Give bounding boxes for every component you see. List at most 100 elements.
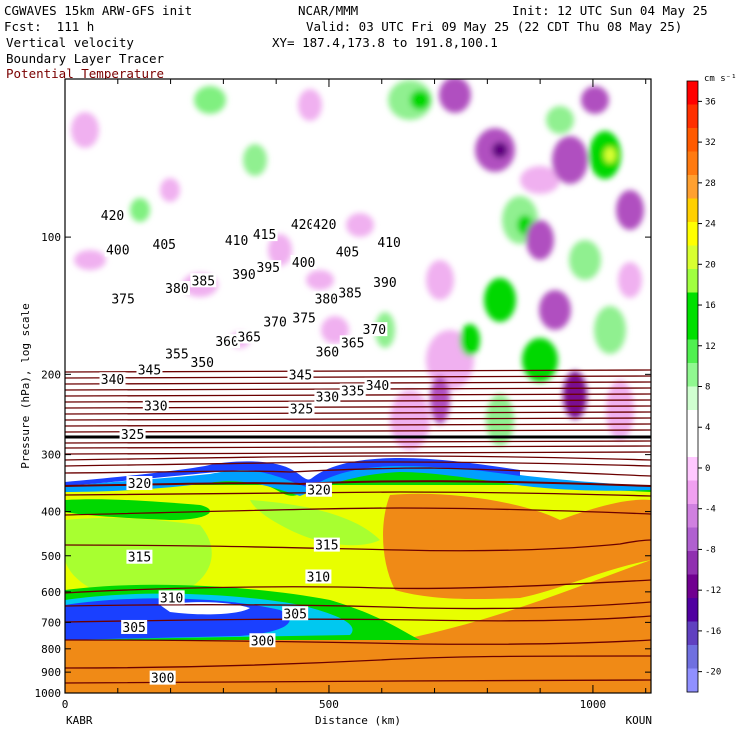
theta-label: 345 [138, 363, 161, 378]
theta-label-bg [314, 344, 341, 359]
theta-label: 370 [363, 323, 386, 338]
theta-label: 300 [251, 634, 274, 649]
theta-label: 320 [307, 484, 330, 499]
theta-label: 370 [263, 316, 286, 331]
end-station-label: KOUN [626, 714, 653, 727]
theta-label-bg [289, 216, 316, 231]
theta-label: 410 [225, 234, 248, 249]
colorbar-swatch [687, 527, 698, 552]
y-tick-label: 600 [41, 586, 61, 599]
field-label-potential-temperature: Potential Temperature [6, 66, 165, 81]
theta-label-bg [149, 670, 176, 685]
theta-label-bg [136, 362, 163, 377]
y-tick-label: 400 [41, 506, 61, 519]
theta-label-bg [189, 355, 216, 370]
forecast-hour: Fcst: 111 h [4, 19, 95, 34]
colorbar-swatch [687, 645, 698, 669]
cross-section-endpoints: XY= 187.4,173.8 to 191.8,100.1 [272, 35, 498, 50]
theta-label: 325 [121, 428, 144, 443]
theta-label: 385 [192, 274, 215, 289]
theta-label-bg [291, 310, 318, 325]
theta-label-bg [99, 372, 126, 387]
start-station-label: KABR [66, 714, 93, 727]
theta-label-bg [249, 633, 276, 648]
theta-label: 380 [165, 282, 188, 297]
theta-label: 315 [315, 539, 338, 554]
theta-label-bg [313, 537, 340, 552]
theta-label-bg [104, 242, 131, 257]
theta-label: 420 [101, 209, 124, 224]
model-title: CGWAVES 15km ARW-GFS init [4, 3, 193, 18]
theta-label-bg [339, 383, 366, 398]
plot-frame [64, 78, 652, 694]
colorbar-tick-label: 24 [705, 220, 716, 230]
boundary-layer-tracer-layer [65, 458, 651, 693]
theta-label: 330 [144, 399, 167, 414]
theta-label: 360 [316, 345, 339, 360]
colorbar-swatch [687, 363, 698, 387]
valid-time: Valid: 03 UTC Fri 09 May 25 (22 CDT Thu … [306, 19, 683, 34]
x-axis: 0 500 1000 [62, 79, 647, 711]
y-tick-label: 300 [41, 449, 61, 462]
colorbar-swatch [687, 198, 698, 223]
theta-label: 360 [215, 335, 238, 350]
theta-label: 325 [290, 403, 313, 418]
colorbar-tick-label: -4 [705, 505, 716, 515]
theta-label-bg [190, 273, 217, 288]
theta-label: 390 [232, 268, 255, 283]
theta-label-bg [163, 281, 190, 296]
colorbar-tick-label: -16 [705, 627, 721, 637]
theta-label: 415 [253, 228, 276, 243]
theta-label: 400 [106, 243, 129, 258]
theta-label-bg [314, 389, 341, 404]
colorbar-swatch [687, 81, 698, 105]
theta-label-bg [99, 208, 126, 223]
y-tick-label: 1000 [35, 687, 62, 700]
theta-label-bg [288, 401, 315, 416]
x-tick-label: 0 [62, 698, 69, 711]
colorbar-swatch [687, 598, 698, 622]
theta-label-bg [364, 377, 391, 392]
theta-label: 365 [238, 330, 261, 345]
x-axis-label: Distance (km) [315, 714, 401, 727]
theta-label-bg [236, 329, 263, 344]
colorbar-tick-label: 20 [705, 260, 716, 270]
colorbar-swatch [687, 480, 698, 505]
theta-label: 310 [160, 591, 183, 606]
colorbar-swatch [687, 151, 698, 176]
theta-label: 375 [292, 312, 315, 327]
theta-label-bg [290, 255, 317, 270]
y-tick-label: 100 [41, 231, 61, 244]
colorbar-tick-label: 4 [705, 423, 710, 433]
field-label-boundary-layer-tracer: Boundary Layer Tracer [6, 51, 165, 66]
shaded-fields [65, 79, 651, 693]
theta-label: 365 [341, 336, 364, 351]
theta-label-bg [282, 606, 309, 621]
y-axis: 100 200 300 400 500 600 700 800 900 1000 [35, 231, 651, 700]
colorbar-swatch [687, 339, 698, 364]
colorbar-swatch [687, 621, 698, 646]
theta-label: 420 [313, 218, 336, 233]
potential-temperature-contours [65, 369, 651, 684]
theta-label: 330 [316, 391, 339, 406]
colorbar-swatch [687, 269, 698, 293]
theta-label-bg [163, 346, 190, 361]
theta-label-bg [126, 549, 153, 564]
theta-label: 410 [377, 236, 400, 251]
theta-label-bg [334, 244, 361, 259]
theta-label-bg [371, 274, 398, 289]
theta-label-bg [251, 227, 278, 242]
colorbar-swatch [687, 222, 698, 246]
theta-label-bg [255, 260, 282, 275]
theta-label-bg [339, 335, 366, 350]
colorbar-tick-label: 28 [705, 179, 716, 189]
theta-label-bg [305, 482, 332, 497]
theta-label-bg [337, 285, 364, 300]
colorbar: 36 32 28 24 20 16 12 8 4 0 -4 -8 -12 -16 -20 [686, 80, 721, 693]
theta-label: 310 [307, 570, 330, 585]
theta-label-bg [262, 314, 289, 329]
theta-label-bg [142, 398, 169, 413]
vertical-velocity-layer [71, 79, 644, 450]
colorbar-swatch [687, 386, 698, 411]
y-axis-label: Pressure (hPa), log scale [19, 303, 32, 469]
